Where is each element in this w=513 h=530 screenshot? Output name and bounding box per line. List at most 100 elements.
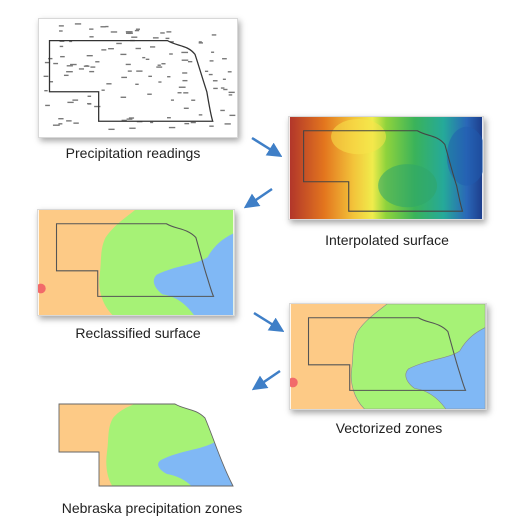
station-reading-mark [72,99,79,101]
station-reading-mark [66,71,73,73]
station-reading-mark [106,83,112,85]
station-reading-mark [198,114,203,116]
station-reading-mark [58,123,63,125]
station-reading-mark [148,75,152,78]
station-reading-mark [184,122,190,125]
station-reading-mark [229,114,236,117]
station-reading-mark [101,49,107,51]
station-reading-mark [126,32,133,34]
station-reading-mark [178,86,186,88]
station-reading-mark [129,127,136,129]
station-reading-mark [166,31,172,33]
station-reading-mark [89,28,94,30]
nebraska-outline [48,39,214,122]
station-reading-mark [89,36,94,38]
station-reading-mark [66,65,73,67]
station-reading-mark [135,47,141,50]
station-reading-mark [59,45,64,48]
station-reading-mark [208,73,213,76]
station-reading-mark [108,128,115,131]
station-reading-mark [224,123,231,125]
station-reading-mark [59,30,63,32]
station-reading-mark [48,57,53,60]
station-reading-mark [169,53,173,55]
station-reading-mark [136,70,143,72]
station-reading-mark [116,42,122,45]
station-reading-mark [170,41,174,43]
station-reading-mark [182,79,188,82]
station-reading-mark [120,96,127,98]
station-reading-mark [126,118,133,120]
station-reading-mark [85,65,89,67]
station-reading-mark [147,93,152,95]
station-reading-mark [145,58,150,61]
station-reading-mark [161,63,166,65]
station-reading-mark [110,31,118,33]
caption-vectorized: Vectorized zones [335,420,443,436]
down-left-arrow-icon [252,369,281,391]
station-reading-mark [183,107,189,109]
station-reading-mark [222,58,227,60]
station-reading-mark [63,74,69,77]
down-right-arrow-icon [251,136,282,157]
station-reading-mark [127,70,132,72]
station-reading-mark [67,101,74,104]
station-reading-mark [87,102,92,105]
station-reading-mark [78,68,85,70]
station-reading-mark [211,51,215,53]
station-reading-mark [212,80,218,82]
station-reading-mark [198,41,202,43]
station-reading-mark [44,89,48,92]
station-reading-mark [53,62,59,65]
down-left-arrow-icon [244,187,273,209]
station-reading-mark [228,91,235,94]
station-reading-mark [43,75,49,78]
station-reading-mark [152,37,159,39]
station-reading-mark [94,105,101,108]
nebraska-outline [303,130,464,212]
station-reading-mark [181,59,189,61]
station-reading-mark [69,40,73,43]
station-reading-mark [198,42,203,44]
station-reading-mark [105,25,109,28]
station-reading-mark [167,117,171,119]
station-reading-mark [89,70,95,73]
station-reading-mark [135,28,140,30]
station-reading-mark [135,83,139,85]
station-reading-mark [181,51,189,54]
station-reading-mark [121,76,127,79]
caption-reclassified: Reclassified surface [75,325,201,341]
station-reading-mark [100,26,106,28]
station-reading-mark [168,126,176,129]
station-reading-mark [86,54,93,57]
station-reading-mark [52,124,60,126]
station-reading-mark [209,125,214,127]
station-reading-mark [209,60,214,62]
station-reading-mark [156,66,163,68]
station-reading-mark [158,81,162,83]
station-reading-mark [121,119,127,122]
vectorized-map-svg [290,304,486,409]
caption-zones: Nebraska precipitation zones [61,500,243,516]
nebraska-zones-map [55,400,245,490]
station-reading-mark [183,92,189,94]
nebraska-outline [58,403,234,487]
nebraska-outline [307,317,467,391]
station-reading-mark [228,94,233,96]
interpolated-surface-map [288,116,484,220]
caption-readings: Precipitation readings [65,145,201,161]
interpolated-map-svg [289,117,483,219]
station-reading-mark [220,87,225,89]
station-reading-mark [44,61,51,64]
vectorized-zones-map [289,303,487,410]
station-reading-mark [149,46,156,48]
station-reading-mark [223,88,228,91]
station-reading-mark [95,61,100,63]
station-reading-mark [160,32,165,34]
station-reading-mark [58,25,64,27]
station-reading-mark [66,120,72,122]
station-reading-mark [157,64,161,66]
station-reading-mark [213,87,218,90]
station-reading-mark [128,117,135,119]
caption-interpolated: Interpolated surface [325,232,449,248]
